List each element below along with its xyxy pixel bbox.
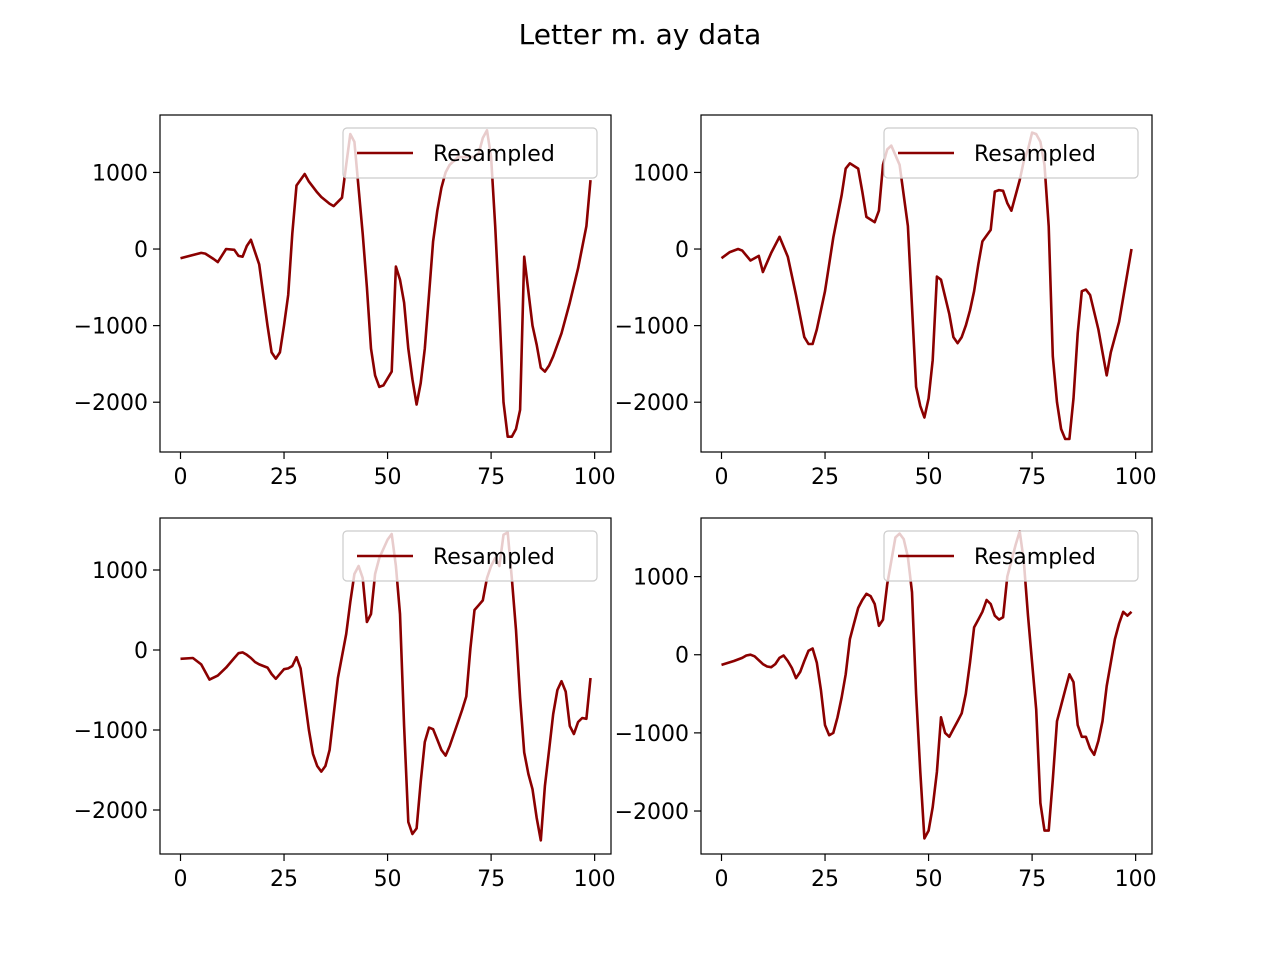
x-tick-label: 0 <box>715 867 729 892</box>
x-tick-label: 100 <box>574 867 616 892</box>
x-tick-label: 25 <box>811 465 839 490</box>
y-tick-label: −1000 <box>74 315 148 340</box>
x-tick-label: 75 <box>477 465 505 490</box>
axes-frame <box>159 517 612 855</box>
legend-box <box>883 530 1139 582</box>
subplot-2: 0 25 50 75 100 −2000 −1000 0 1000 Resampled <box>615 114 1157 490</box>
x-tick-label: 50 <box>374 465 402 490</box>
y-tick-label: −2000 <box>74 799 148 824</box>
subplot-1: 0 25 50 75 100 −2000 −1000 0 1000 Resampled <box>74 114 616 490</box>
y-tick-label: −1000 <box>615 315 689 340</box>
subplot-3: 0 25 50 75 100 −2000 −1000 0 1000 Resampled <box>74 517 616 892</box>
x-tick-label: 25 <box>811 867 839 892</box>
x-tick-label: 0 <box>174 867 188 892</box>
y-tick-label: −1000 <box>74 719 148 744</box>
legend-label: Resampled <box>433 545 555 570</box>
x-tick-label: 100 <box>574 465 616 490</box>
y-tick-label: −2000 <box>615 800 689 825</box>
x-tick-label: 25 <box>270 867 298 892</box>
legend-label: Resampled <box>974 545 1096 570</box>
axes-frame <box>700 114 1153 453</box>
legend: Resampled <box>342 530 598 582</box>
y-tick-label: −2000 <box>74 391 148 416</box>
series-line-1 <box>720 131 1133 441</box>
subplot-4: 0 25 50 75 100 −2000 −1000 0 1000 Resampled <box>615 517 1157 892</box>
y-tick-label: 1000 <box>633 566 689 591</box>
x-tick-label: 25 <box>270 465 298 490</box>
x-tick-label: 0 <box>174 465 188 490</box>
y-tick-label: −2000 <box>615 391 689 416</box>
x-tick-label: 0 <box>715 465 729 490</box>
x-tick-label: 75 <box>477 867 505 892</box>
legend-box <box>342 127 598 179</box>
x-tick-label: 50 <box>915 867 943 892</box>
x-tick-label: 100 <box>1115 867 1157 892</box>
y-tick-label: 1000 <box>92 559 148 584</box>
x-tick-label: 50 <box>374 867 402 892</box>
series-line-1 <box>180 129 592 439</box>
legend: Resampled <box>342 127 598 179</box>
y-tick-label: 1000 <box>633 161 689 186</box>
y-tick-label: 0 <box>134 238 148 263</box>
legend-label: Resampled <box>974 142 1096 167</box>
legend: Resampled <box>883 127 1139 179</box>
x-tick-label: 75 <box>1018 465 1046 490</box>
y-tick-label: 1000 <box>92 161 148 186</box>
y-tick-label: 0 <box>134 639 148 664</box>
legend-label: Resampled <box>433 142 555 167</box>
legend: Resampled <box>883 530 1139 582</box>
y-tick-label: 0 <box>675 238 689 263</box>
x-tick-label: 50 <box>915 465 943 490</box>
figure-title: Letter m. ay data <box>519 18 762 51</box>
x-tick-label: 100 <box>1115 465 1157 490</box>
legend-box <box>883 127 1139 179</box>
series-line-1 <box>180 531 592 842</box>
axes-frame <box>700 517 1153 855</box>
axes-frame <box>159 114 612 453</box>
y-tick-label: −1000 <box>615 722 689 747</box>
x-tick-label: 75 <box>1018 867 1046 892</box>
legend-box <box>342 530 598 582</box>
y-tick-label: 0 <box>675 644 689 669</box>
series-line-1 <box>721 529 1133 840</box>
